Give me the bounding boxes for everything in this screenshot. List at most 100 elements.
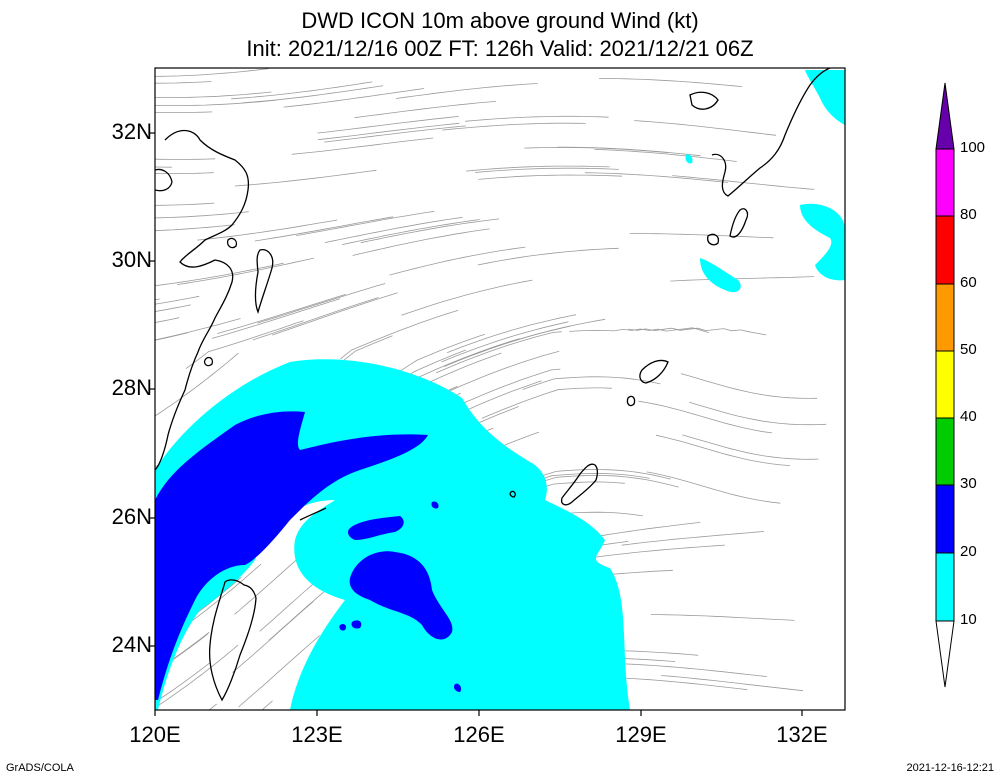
streamline [474,318,606,355]
streamline [646,471,781,504]
streamline [155,304,191,312]
streamline [242,85,384,104]
streamline [155,202,215,206]
colorbar-label-80: 80 [960,206,977,223]
streamline [155,295,200,305]
streamline [155,662,211,703]
colorbar-label-10: 10 [960,611,977,628]
streamline [395,83,538,99]
streamline [342,219,480,245]
colorbar-label-20: 20 [960,543,977,560]
streamline [234,169,377,187]
streamline [324,125,466,143]
axis-ticks [149,132,803,716]
streamline [155,352,239,417]
streamline [532,469,671,480]
colorbar-label-40: 40 [960,408,977,425]
streamline [478,174,623,180]
streamline [436,350,560,398]
streamline [475,167,619,173]
colorbar-label-30: 30 [960,475,977,492]
streamline [624,663,767,677]
streamline [155,298,160,301]
streamline [352,228,490,256]
streamline [257,283,386,324]
streamline [283,88,425,108]
streamline [539,475,679,488]
streamline [176,257,314,285]
lon-label-132e: 132E [776,722,828,747]
streamline [185,320,304,369]
streamline [197,219,338,241]
streamline [217,294,346,334]
wind-area-20-30kt [155,411,428,700]
streamline [598,78,743,87]
colorbar-segment-60-80 [935,215,955,285]
streamline [650,614,795,621]
streamline [155,111,213,114]
streamline [360,218,500,244]
streamline [682,434,819,460]
map-title: DWD ICON 10m above ground Wind (kt) [301,8,699,33]
lat-label-28n: 28N [111,375,152,400]
streamline [318,122,460,141]
streamline [354,101,496,119]
streamline [155,317,180,323]
streamline [465,115,609,122]
colorbar-high-triangle [935,82,955,150]
streamline [155,91,272,98]
streamline [231,81,373,100]
streamline [389,246,526,276]
lat-label-30n: 30N [111,247,152,272]
streamline [317,116,459,134]
streamline [155,318,241,341]
streamline [401,279,533,316]
streamline [155,68,269,77]
streamline [466,165,610,172]
streamline [680,373,818,399]
lat-label-32n: 32N [111,119,152,144]
streamline [155,224,235,232]
streamline [238,635,320,708]
colorbar-label-60: 60 [960,274,977,291]
colorbar-low-triangle [935,620,955,688]
colorbar-segment-80-100 [935,148,955,217]
streamline [155,211,249,219]
colorbar [935,82,955,688]
streamline [689,401,827,426]
lon-label-120e: 120E [129,722,181,747]
streamline [447,314,577,353]
colorbar-segment-10-20 [935,552,955,622]
streamline [670,276,815,282]
lon-label-129e: 129E [615,722,667,747]
colorbar-segment-30-40 [935,417,955,486]
streamline [477,247,619,266]
streamline [232,600,314,673]
streamline [582,544,726,560]
streamline [621,531,764,546]
colorbar-segment-40-50 [935,350,955,419]
streamline [155,553,162,558]
streamline [655,434,791,466]
streamline [155,644,239,709]
streamline [569,327,709,333]
streamline [155,262,284,287]
streamline [324,216,463,243]
streamline [296,210,435,236]
streamline [211,298,341,339]
colorbar-segment-20-30 [935,484,955,554]
streamline [629,233,774,239]
streamline [254,216,394,242]
colorbar-label-50: 50 [960,341,977,358]
lon-label-126e: 126E [453,722,505,747]
streamline [155,158,216,160]
streamline [638,400,773,434]
map-subtitle: Init: 2021/12/16 00Z FT: 126h Valid: 202… [246,36,754,61]
streamline [340,309,459,360]
streamline [155,81,212,84]
streamline [442,122,586,131]
coastlines [155,68,831,702]
streamline [594,149,737,162]
lon-label-123e: 123E [291,722,343,747]
